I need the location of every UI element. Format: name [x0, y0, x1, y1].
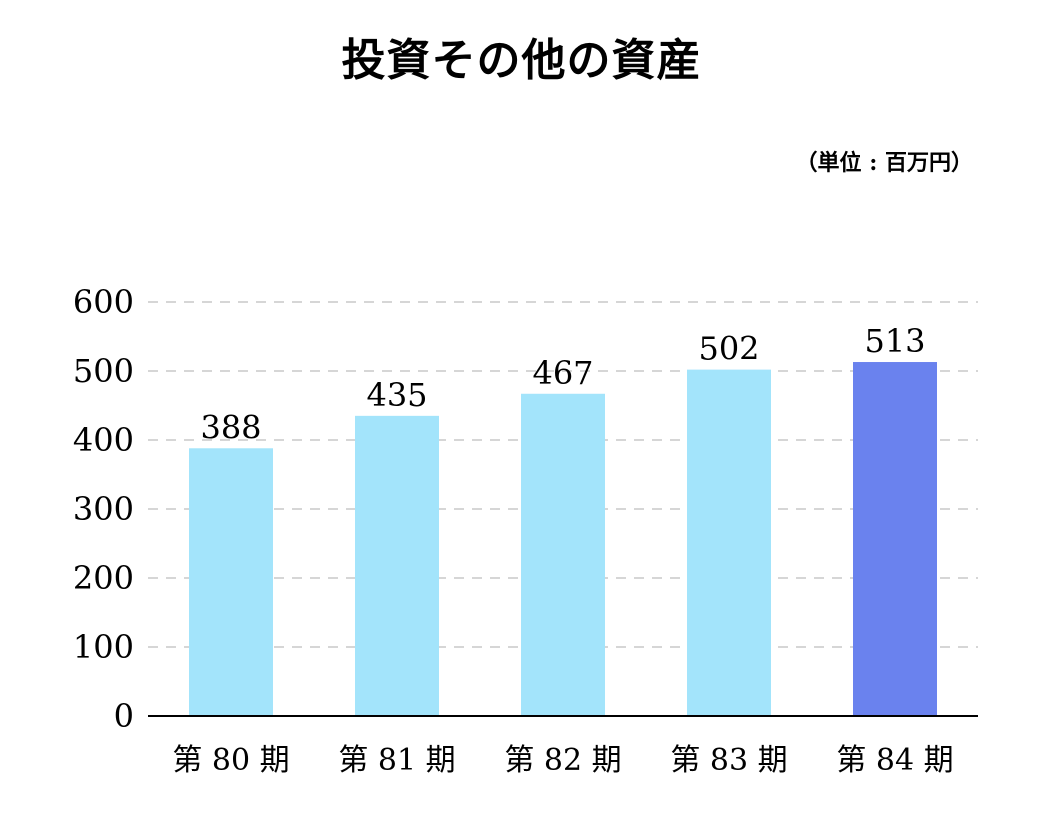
bar-0	[189, 448, 273, 716]
category-label-4: 第 84 期	[836, 743, 953, 778]
bar-2	[521, 393, 605, 716]
bar-1	[355, 415, 439, 716]
value-label-0: 388	[200, 408, 261, 446]
bar-4	[853, 362, 937, 716]
category-label-0: 第 80 期	[172, 743, 289, 778]
bars	[189, 362, 937, 716]
chart-title: 投資その他の資産	[341, 35, 702, 86]
y-tick-label-200: 200	[73, 559, 134, 597]
category-label-1: 第 81 期	[338, 743, 455, 778]
value-label-3: 502	[698, 330, 759, 368]
bar-3	[687, 369, 771, 716]
value-label-2: 467	[532, 354, 593, 392]
labels: 0 100 200 300 400 500 600 388 第 80 期 435 第 81 期 467…	[73, 283, 954, 778]
y-tick-label-500: 500	[73, 352, 134, 390]
category-label-2: 第 82 期	[504, 743, 621, 778]
y-tick-label-600: 600	[73, 283, 134, 321]
value-label-4: 513	[864, 322, 925, 360]
y-tick-label-0: 0	[114, 697, 134, 735]
category-label-3: 第 83 期	[670, 743, 787, 778]
unit-label: （単位 : 百万円）	[795, 150, 973, 176]
value-label-1: 435	[366, 376, 427, 414]
y-tick-label-400: 400	[73, 421, 134, 459]
y-tick-label-300: 300	[73, 490, 134, 528]
y-tick-label-100: 100	[73, 628, 134, 666]
